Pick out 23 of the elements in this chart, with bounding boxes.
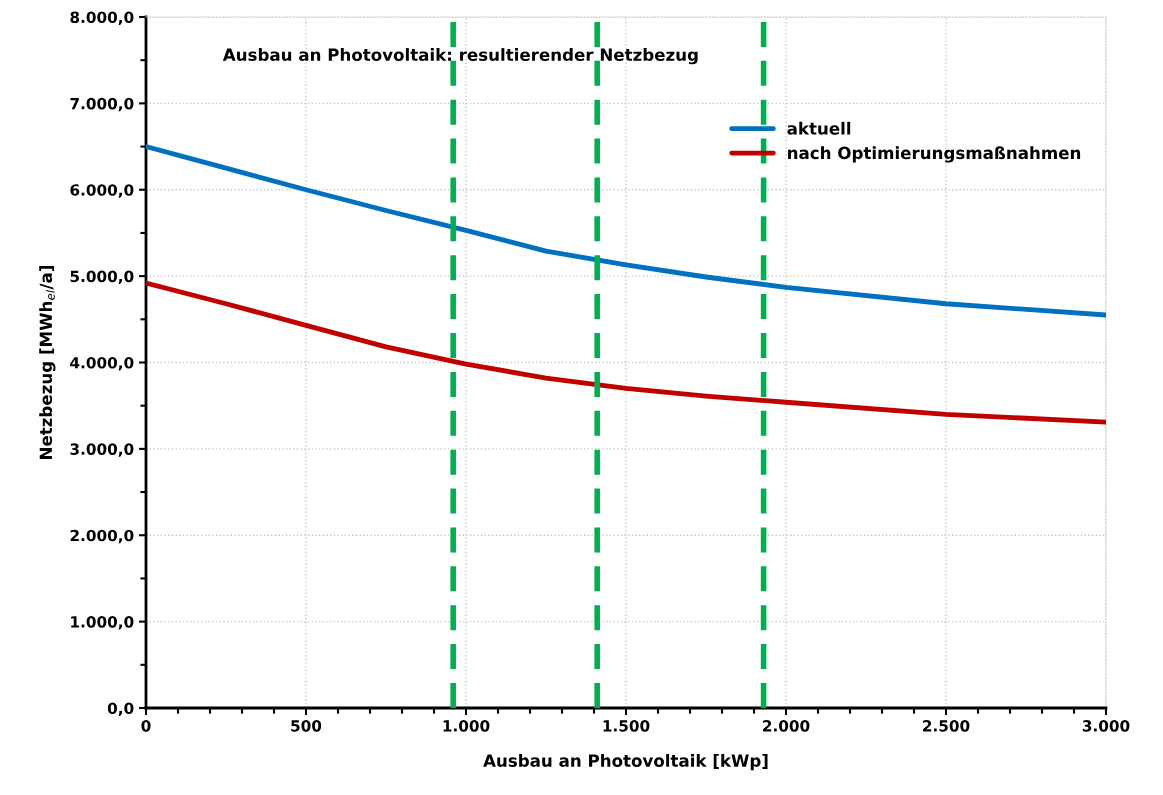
y-tick-label: 0,0 (107, 702, 134, 716)
x-axis-title: Ausbau an Photovoltaik [kWp] (483, 754, 768, 771)
y-axis-title: Netzbezug [MWh$_{el}$/a] (39, 266, 56, 459)
y-tick-label: 7.000,0 (70, 97, 134, 112)
x-tick-label: 500 (291, 720, 322, 732)
y-tick-label: 1.000,0 (71, 616, 134, 630)
line-series (146, 144, 1106, 318)
y-tick-label: 3.000,0 (70, 443, 134, 457)
line-series (146, 280, 1106, 425)
y-tick-label: 2.000,0 (70, 529, 134, 544)
y-tick-label: 4.000,0 (70, 356, 134, 371)
x-tick-label: 2.500 (923, 720, 970, 732)
y-tick-label: 6.000,0 (70, 184, 134, 198)
x-tick-label: 1.500 (603, 720, 650, 732)
legend-label: nach Optimierungsmaßnahmen (788, 146, 1081, 163)
x-tick-label: 3.000 (1082, 720, 1130, 732)
x-tick-label: 1.000 (443, 720, 490, 732)
y-tick-label: 5.000,0 (70, 270, 134, 285)
x-tick-label: 2.000 (763, 720, 810, 732)
text: Ausbau an Photovoltaik: resultierender Netzbezug (222, 48, 698, 65)
legend-label: aktuell (787, 121, 851, 135)
x-tick-label: 0 (141, 720, 151, 732)
y-tick-label: 8.000,0 (70, 11, 134, 25)
